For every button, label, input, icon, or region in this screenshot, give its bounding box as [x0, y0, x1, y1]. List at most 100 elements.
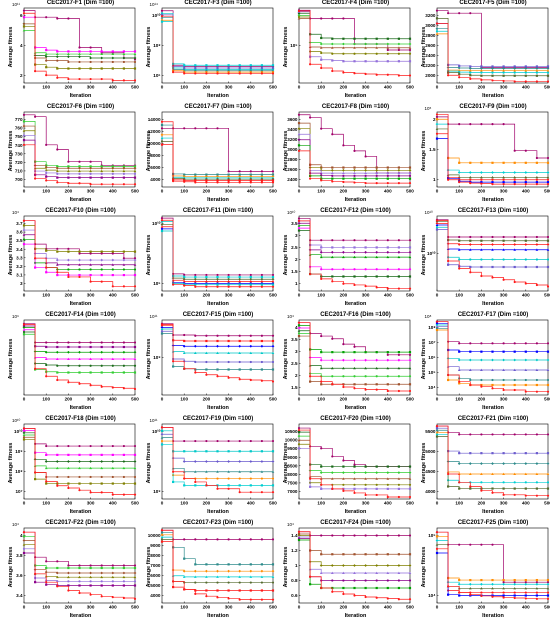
data-point [78, 46, 81, 49]
data-point [479, 175, 483, 179]
data-point [215, 277, 219, 281]
data-point [89, 564, 92, 567]
x-tick-label: 100 [455, 189, 463, 194]
data-point [160, 217, 163, 220]
data-point [160, 439, 163, 443]
data-point [546, 591, 549, 594]
x-tick-label: 0 [160, 85, 163, 90]
data-point [479, 358, 483, 362]
data-point [160, 529, 163, 532]
data-point [227, 597, 230, 600]
x-tick-label: 0 [435, 189, 438, 194]
data-point [160, 429, 163, 432]
x-tick-label: 0 [435, 605, 438, 610]
data-point [408, 52, 412, 55]
x-tick-label: 0 [435, 397, 438, 402]
data-point [502, 182, 505, 186]
data-point [100, 280, 103, 283]
x-axis-label: Iteration [69, 509, 92, 515]
data-point [353, 246, 356, 249]
data-point [331, 366, 334, 370]
data-point [111, 460, 115, 463]
data-point [249, 285, 252, 288]
data-point [524, 178, 527, 181]
chart-title: CEC2017-F15 (Dim =100) [182, 312, 254, 318]
x-tick-label: 200 [202, 293, 210, 298]
data-point [260, 285, 263, 288]
data-point [524, 452, 527, 455]
data-point [435, 433, 438, 436]
data-point [215, 439, 219, 443]
data-point [375, 46, 378, 49]
data-point [524, 494, 527, 497]
data-point [89, 475, 92, 479]
x-tick-label: 500 [544, 501, 550, 506]
data-point [248, 460, 252, 463]
series-line [436, 30, 548, 74]
data-point [435, 27, 438, 31]
data-point [535, 390, 538, 393]
y-tick-label: 1.2 [291, 548, 298, 553]
chart-svg: 0 100 200 300 400 500700075008000850090009500… [285, 423, 414, 506]
data-point [501, 69, 505, 72]
x-tick-label: 500 [269, 293, 277, 298]
series-line [161, 330, 273, 363]
data-point [546, 368, 549, 371]
data-point [78, 345, 81, 349]
data-point [331, 246, 334, 249]
data-point [386, 60, 389, 63]
data-point [133, 79, 137, 82]
data-point [111, 56, 115, 60]
series-line [161, 14, 273, 69]
y-tick-label: 10⁵ [153, 281, 160, 286]
data-point [89, 575, 92, 579]
data-point [133, 575, 137, 579]
data-point [297, 226, 301, 230]
data-point [238, 64, 241, 67]
data-point [375, 42, 379, 46]
y-axis-label: Average fitness [8, 546, 14, 588]
data-point [364, 553, 367, 556]
data-point [249, 484, 252, 487]
data-point [490, 543, 494, 546]
data-point [342, 255, 345, 259]
data-point [502, 383, 505, 387]
data-point [171, 480, 174, 484]
data-point [502, 74, 505, 77]
data-point [386, 389, 389, 393]
data-point [490, 378, 494, 382]
axis-exponent: 10⁴ [12, 210, 19, 215]
chart-title: CEC2017-F11 (Dim =100) [182, 208, 254, 214]
data-point [435, 543, 438, 546]
data-point [249, 439, 252, 443]
data-point [353, 366, 356, 370]
series-line [161, 323, 273, 337]
data-point [89, 584, 92, 587]
data-point [513, 388, 516, 392]
data-point [204, 173, 207, 176]
data-point [182, 484, 185, 487]
data-point [320, 447, 323, 450]
data-point [320, 246, 323, 249]
data-point [375, 483, 378, 486]
chart-title: CEC2017-F5 (Dim =100) [459, 0, 527, 6]
data-point [160, 16, 163, 19]
x-tick-label: 500 [544, 605, 550, 610]
data-point [22, 113, 26, 116]
data-point [342, 343, 345, 346]
data-point [375, 465, 378, 468]
y-axis-label: Average fitness [283, 234, 289, 276]
series-line [161, 21, 273, 66]
data-point [78, 250, 81, 253]
data-point [490, 383, 494, 387]
data-point [227, 64, 230, 67]
y-tick-label: 9000 [150, 543, 161, 548]
data-point [490, 175, 494, 179]
data-point [408, 553, 412, 556]
data-point [512, 587, 516, 590]
x-tick-label: 0 [23, 501, 26, 506]
plot-frame [298, 319, 411, 396]
data-point [22, 429, 26, 432]
data-point [309, 575, 312, 578]
